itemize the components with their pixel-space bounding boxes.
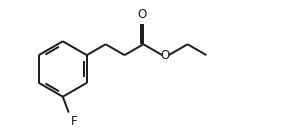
Text: F: F [71,115,77,128]
Text: O: O [138,8,147,22]
Text: O: O [160,49,170,62]
